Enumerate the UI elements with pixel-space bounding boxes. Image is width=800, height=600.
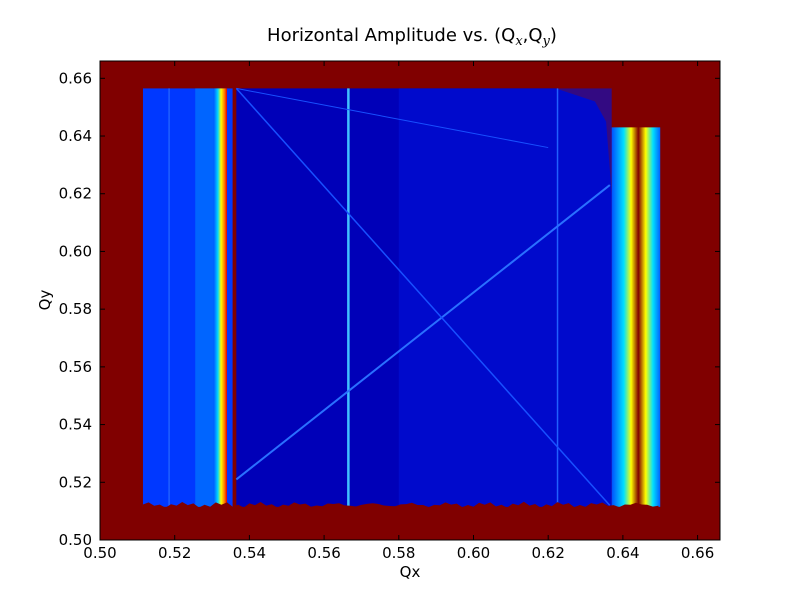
y-tick-label: 0.50	[59, 531, 92, 549]
y-tick-label: 0.62	[59, 185, 92, 203]
x-tick-label: 0.56	[307, 544, 340, 562]
x-tick-label: 0.54	[233, 544, 266, 562]
y-tick-label: 0.54	[59, 416, 92, 434]
x-axis: 0.50 0.52 0.54 0.56 0.58 0.60 0.62 0.64 0.66	[83, 61, 714, 562]
y-tick-label: 0.52	[59, 473, 92, 491]
axes-frame	[99, 60, 721, 541]
heatmap-right-band	[611, 127, 661, 507]
x-tick-label: 0.64	[606, 544, 639, 562]
resonance-line-diagonal-down	[235, 87, 611, 506]
x-tick-label: 0.58	[382, 544, 415, 562]
y-tick-label: 0.66	[59, 69, 92, 87]
x-tick-label: 0.66	[681, 544, 714, 562]
y-axis-label: Qy	[36, 290, 54, 311]
heatmap-main-lighter	[398, 88, 612, 507]
x-tick-label: 0.62	[531, 544, 564, 562]
x-axis-label: Qx	[400, 563, 421, 581]
heatmap-bottom-fringe	[142, 501, 661, 519]
heatmap-left-hot-stripe	[213, 88, 227, 507]
y-axis: 0.50 0.52 0.54 0.56 0.58 0.60 0.62 0.64 0.66	[59, 69, 720, 549]
heatmap-left-gradient	[195, 88, 214, 507]
y-tick-label: 0.64	[59, 127, 92, 145]
y-tick-label: 0.56	[59, 358, 92, 376]
y-tick-label: 0.58	[59, 300, 92, 318]
chart-title: Horizontal Amplitude vs. (Qx,Qy)	[267, 25, 557, 49]
plot-area	[100, 61, 720, 540]
resonance-line-diagonal-faint	[236, 87, 549, 149]
resonance-line-diagonal-up	[235, 184, 611, 481]
x-tick-label: 0.50	[83, 544, 116, 562]
y-tick-label: 0.60	[59, 242, 92, 260]
x-tick-label: 0.52	[158, 544, 191, 562]
x-tick-label: 0.60	[457, 544, 490, 562]
